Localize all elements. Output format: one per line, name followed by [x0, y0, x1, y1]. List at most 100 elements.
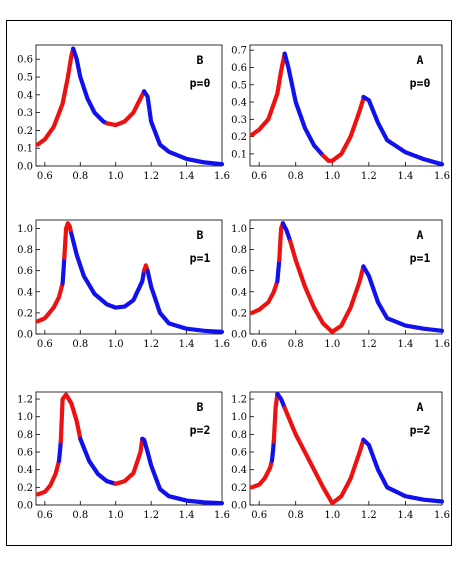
series-blue-3: [78, 436, 118, 486]
panel-A-p=0: 0.6 0.8 1.0 1.2 1.4 1.6 0.1 0.2 0.3 0.4 0.5 0.6 0.7 A…: [231, 44, 450, 182]
x-tick-label: 1.0: [108, 510, 124, 521]
y-tick-label: 0.7: [231, 46, 247, 57]
series-red-2: [277, 221, 285, 263]
x-tick-label: 1.4: [179, 510, 195, 521]
x-tick-label: 1.0: [108, 171, 124, 182]
series-blue-1: [60, 255, 67, 286]
y-tick-label: 1.0: [17, 224, 33, 235]
x-tick-label: 1.2: [361, 339, 377, 350]
series-blue-5: [361, 437, 445, 504]
y-tick-label: 0.6: [17, 55, 33, 66]
y-tick-label: 0.2: [231, 308, 247, 319]
panel-A-p=1: 0.6 0.8 1.0 1.2 1.4 1.6 0.0 0.2 0.4 0.6 0.8 1.0 Ap=1: [231, 219, 450, 350]
panel-label: B: [197, 228, 204, 242]
series-red-2: [62, 221, 74, 261]
x-tick-label: 1.0: [324, 171, 340, 182]
x-tick-label: 1.4: [179, 339, 195, 350]
y-tick-label: 0.6: [17, 448, 33, 459]
series-blue-3: [142, 89, 225, 167]
x-tick-label: 1.2: [361, 171, 377, 182]
series-blue-1: [269, 439, 276, 463]
x-tick-label: 1.6: [214, 171, 230, 182]
y-tick-label: 0.8: [17, 245, 33, 256]
panel-param: p=2: [410, 423, 431, 437]
x-tick-label: 1.6: [434, 339, 450, 350]
x-tick-label: 1.6: [434, 171, 450, 182]
series-red-2: [271, 391, 280, 444]
y-tick-label: 1.0: [17, 412, 33, 423]
y-tick-label: 0.0: [231, 501, 247, 512]
y-tick-label: 0.1: [17, 144, 33, 155]
y-tick-label: 0.4: [17, 90, 33, 101]
panel-B-p=2: 0.6 0.8 1.0 1.2 1.4 1.6 0.0 0.2 0.4 0.6 0.8 1.0 1.2 B…: [17, 391, 230, 521]
series-blue-5: [361, 264, 445, 333]
y-tick-label: 0.4: [231, 98, 247, 109]
series-blue-1: [71, 46, 110, 126]
series-red-4: [113, 436, 145, 486]
y-tick-label: 0.0: [231, 330, 247, 341]
panel-label: A: [417, 53, 424, 67]
plot-frame: [249, 391, 443, 506]
plot-frame: [35, 391, 223, 506]
series-red-0: [249, 458, 274, 490]
y-tick-label: 0.6: [231, 266, 247, 277]
x-tick-label: 1.6: [434, 510, 450, 521]
y-tick-label: 0.5: [231, 80, 247, 91]
y-tick-label: 0.8: [231, 430, 247, 441]
x-tick-label: 0.6: [251, 510, 267, 521]
plot-frame: [249, 44, 443, 167]
y-tick-label: 1.2: [231, 395, 247, 406]
y-tick-label: 0.2: [17, 126, 33, 137]
x-tick-label: 0.6: [37, 171, 53, 182]
series-blue-1: [56, 439, 63, 463]
panel-label: A: [417, 228, 424, 242]
plot-frame: [35, 44, 223, 167]
panel-param: p=1: [190, 251, 211, 265]
x-tick-label: 0.8: [72, 510, 88, 521]
x-tick-label: 1.0: [324, 510, 340, 521]
x-tick-label: 1.4: [397, 510, 413, 521]
x-tick-label: 1.2: [143, 510, 159, 521]
series-red-0: [35, 458, 62, 497]
series-blue-1: [275, 258, 282, 284]
y-tick-label: 0.3: [17, 108, 33, 119]
y-tick-label: 0.2: [17, 483, 33, 494]
series-red-0: [35, 46, 76, 147]
y-tick-label: 0.5: [17, 73, 33, 84]
y-tick-label: 0.2: [231, 483, 247, 494]
y-tick-label: 0.0: [17, 501, 33, 512]
x-tick-label: 0.8: [288, 171, 304, 182]
x-tick-label: 1.6: [214, 339, 230, 350]
series-blue-3: [69, 231, 147, 310]
x-tick-label: 0.6: [251, 171, 267, 182]
x-tick-label: 1.0: [324, 339, 340, 350]
series-blue-5: [140, 436, 225, 506]
y-tick-label: 0.1: [231, 149, 247, 160]
y-tick-label: 0.0: [17, 162, 33, 173]
x-tick-label: 1.2: [143, 171, 159, 182]
y-tick-label: 0.6: [231, 63, 247, 74]
panel-param: p=0: [190, 76, 211, 90]
panel-A-p=2: 0.6 0.8 1.0 1.2 1.4 1.6 0.0 0.2 0.4 0.6 0.8 1.0 1.2 A…: [231, 391, 450, 521]
plot-frame: [249, 219, 443, 335]
x-tick-label: 0.8: [72, 171, 88, 182]
y-tick-label: 0.4: [231, 465, 247, 476]
x-tick-label: 1.0: [108, 339, 124, 350]
figure-frame: [6, 20, 452, 546]
y-tick-label: 0.8: [17, 430, 33, 441]
y-tick-label: 1.0: [231, 224, 247, 235]
series-red-2: [104, 89, 147, 128]
x-tick-label: 0.8: [288, 510, 304, 521]
y-tick-label: 0.0: [17, 330, 33, 341]
x-tick-label: 0.6: [251, 339, 267, 350]
series-red-4: [282, 405, 366, 506]
x-tick-label: 0.6: [37, 510, 53, 521]
panel-param: p=2: [190, 423, 211, 437]
y-tick-label: 0.2: [231, 132, 247, 143]
y-tick-label: 0.4: [17, 287, 33, 298]
panel-label: B: [197, 53, 204, 67]
y-tick-label: 0.6: [17, 266, 33, 277]
series-red-2: [321, 96, 366, 163]
x-tick-label: 1.4: [397, 171, 413, 182]
